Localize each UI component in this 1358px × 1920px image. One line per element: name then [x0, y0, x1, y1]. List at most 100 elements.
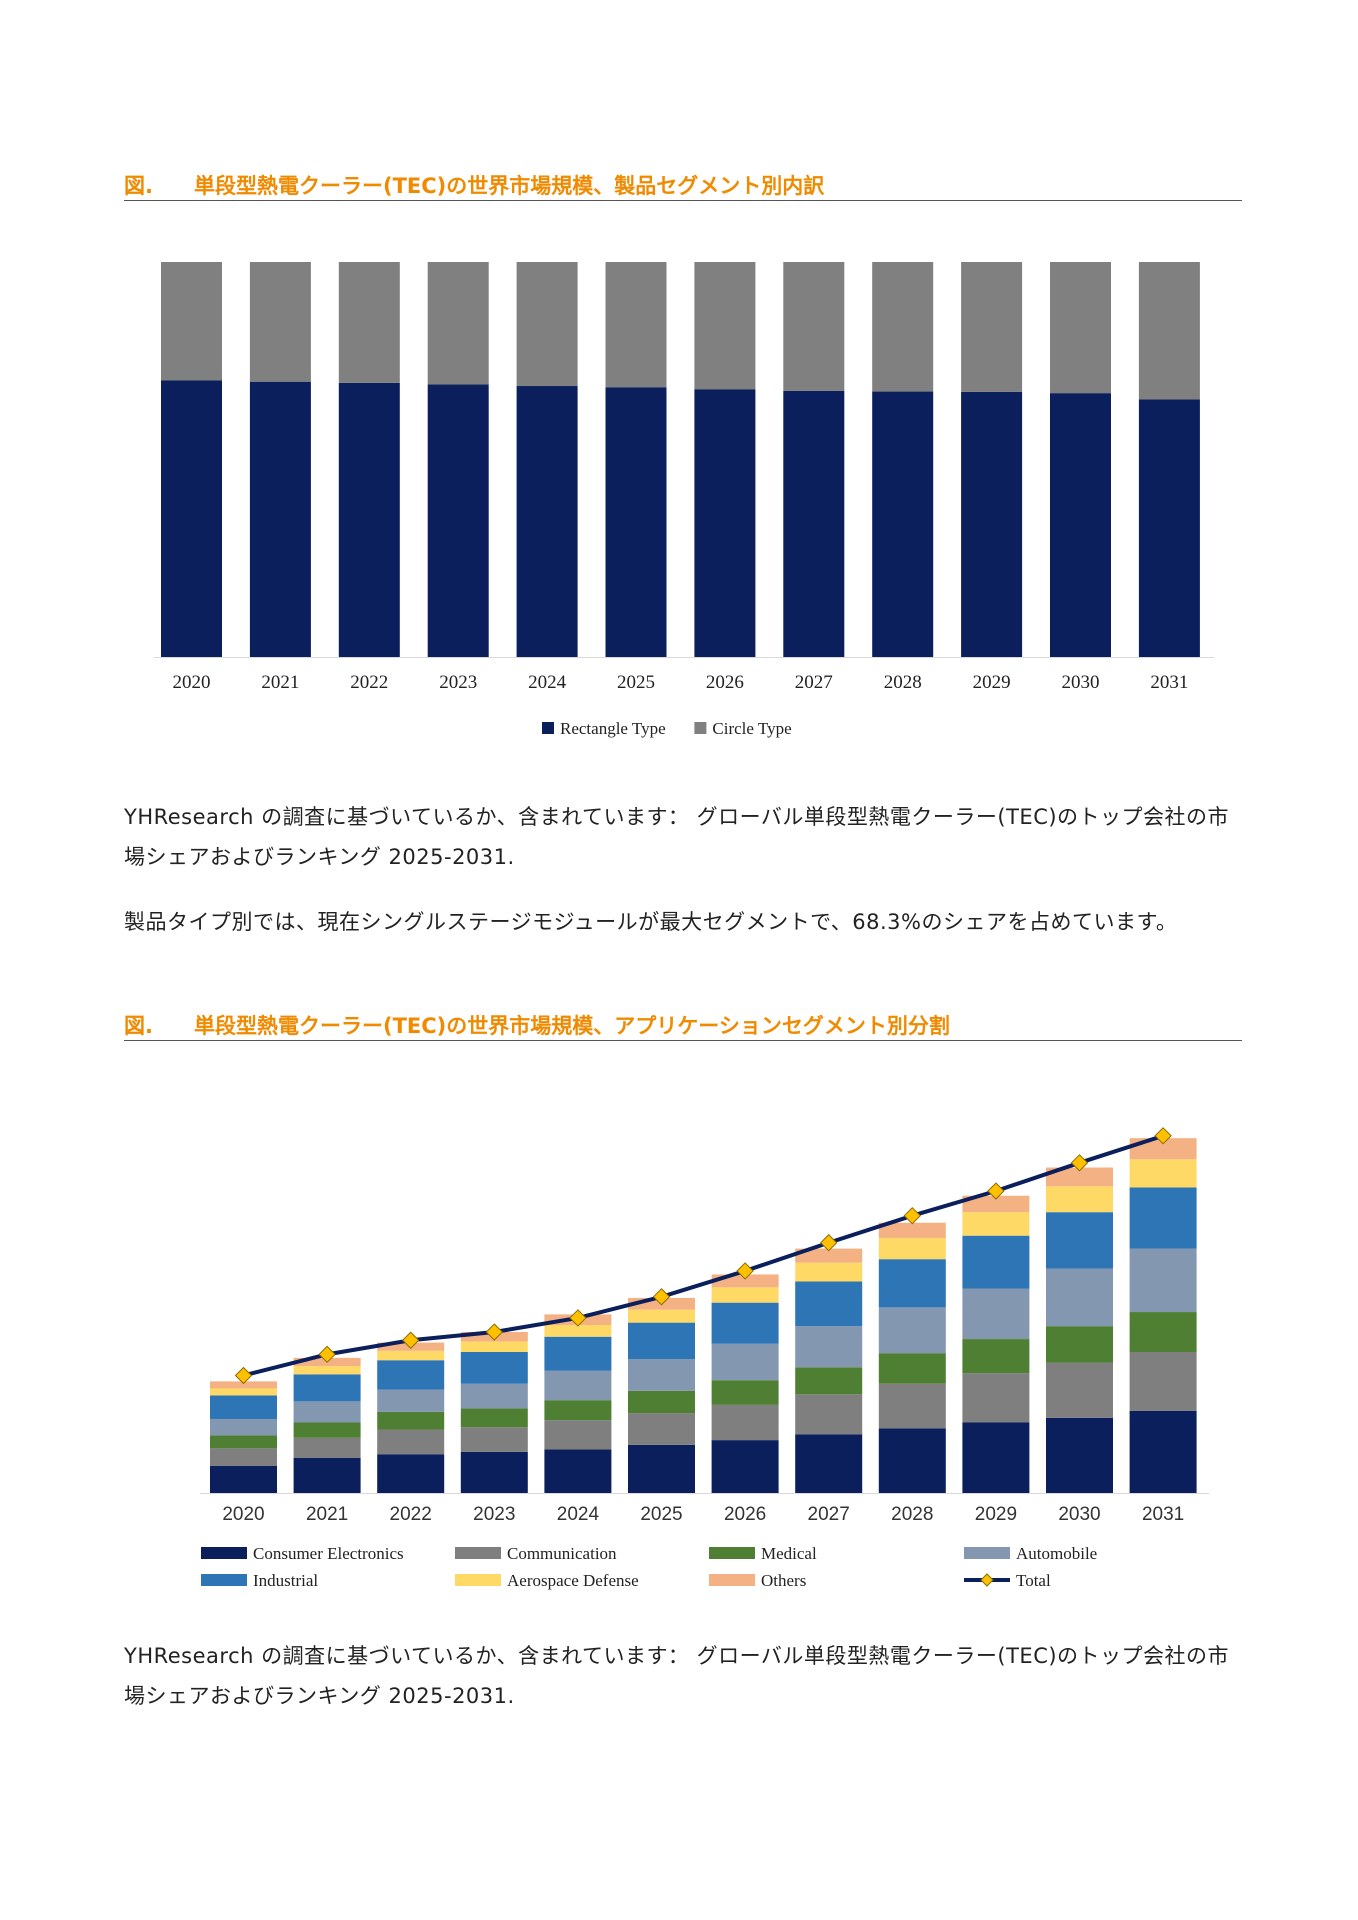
legend-label-communication: Communication: [507, 1544, 617, 1563]
legend-label-industrial: Industrial: [253, 1571, 318, 1590]
bar-aerospace-defense-2030: [1046, 1186, 1113, 1213]
legend-swatch-consumer-electronics: [201, 1547, 247, 1559]
x-tick-label-2024: 2024: [557, 1504, 600, 1525]
bar-rectangle-type-2029: [961, 391, 1023, 657]
bar-rectangle-type-2027: [783, 390, 845, 657]
legend-swatch-aerospace-defense: [455, 1574, 501, 1586]
bar-aerospace-defense-2022: [377, 1350, 445, 1361]
bar-automobile-2027: [795, 1326, 863, 1368]
bar-medical-2031: [1129, 1312, 1197, 1352]
x-tick-label-2030: 2030: [1058, 1504, 1100, 1525]
legend-label-consumer-electronics: Consumer Electronics: [253, 1544, 404, 1563]
bar-industrial-2022: [377, 1360, 445, 1390]
figure2-title-text: 単段型熱電クーラー(TEC)の世界市場規模、アプリケーションセグメント別分割: [194, 1014, 950, 1038]
bar-circle-type-2030: [1050, 262, 1111, 394]
legend-label-automobile: Automobile: [1016, 1544, 1097, 1563]
bar-communication-2028: [878, 1383, 946, 1429]
bar-circle-type-2022: [338, 262, 400, 383]
bar-consumer-electronics-2025: [628, 1444, 695, 1493]
bar-circle-type-2025: [605, 262, 667, 388]
total-marker-2028: [903, 1206, 922, 1225]
figure2-title: 図. 単段型熱電クーラー(TEC)の世界市場規模、アプリケーションセグメント別分…: [124, 1006, 1242, 1041]
bar-medical-2029: [962, 1339, 1030, 1374]
paragraph-source-2: YHResearch の調査に基づいているか、含まれています： グローバル単段型…: [124, 1644, 1230, 1708]
total-marker-2023: [485, 1323, 504, 1341]
bar-consumer-electronics-2029: [962, 1422, 1030, 1493]
x-tick-label-2027: 2027: [795, 672, 833, 693]
x-tick-label-2028: 2028: [884, 672, 922, 693]
bar-industrial-2028: [878, 1259, 946, 1308]
bar-automobile-2030: [1046, 1268, 1113, 1327]
bar-medical-2027: [795, 1367, 863, 1395]
bar-others-2020: [210, 1381, 277, 1389]
x-tick-label-2023: 2023: [473, 1504, 515, 1525]
bar-circle-type-2023: [427, 262, 489, 385]
bar-consumer-electronics-2024: [544, 1449, 612, 1493]
x-tick-label-2021: 2021: [306, 1504, 348, 1525]
x-tick-label-2030: 2030: [1062, 672, 1100, 693]
bar-communication-2026: [711, 1404, 779, 1441]
bar-circle-type-2021: [249, 262, 311, 382]
bar-rectangle-type-2020: [161, 380, 222, 657]
bar-others-2028: [878, 1222, 946, 1239]
bar-communication-2025: [628, 1413, 695, 1445]
bar-others-2031: [1129, 1138, 1197, 1160]
bar-consumer-electronics-2021: [293, 1457, 361, 1493]
bar-rectangle-type-2028: [872, 391, 934, 657]
bar-circle-type-2024: [516, 262, 578, 387]
bar-aerospace-defense-2020: [210, 1388, 277, 1396]
total-marker-2029: [987, 1182, 1005, 1200]
bar-circle-type-2031: [1138, 262, 1200, 400]
bar-communication-2031: [1129, 1352, 1197, 1411]
legend-label-rectangle-type: Rectangle Type: [560, 719, 666, 738]
bar-aerospace-defense-2021: [293, 1366, 361, 1375]
x-tick-label-2031: 2031: [1142, 1504, 1184, 1525]
bar-industrial-2025: [628, 1322, 695, 1360]
bar-automobile-2026: [711, 1343, 779, 1381]
bar-others-2030: [1046, 1167, 1113, 1187]
bar-automobile-2024: [544, 1370, 612, 1401]
bar-medical-2020: [210, 1435, 277, 1449]
bar-rectangle-type-2025: [605, 387, 667, 657]
bar-consumer-electronics-2031: [1129, 1410, 1197, 1493]
bar-medical-2026: [711, 1380, 779, 1405]
bar-consumer-electronics-2022: [377, 1454, 445, 1493]
total-marker-2020: [234, 1366, 253, 1385]
x-tick-label-2020: 2020: [222, 1504, 264, 1525]
paragraph-source-1: YHResearch の調査に基づいているか、含まれています： グローバル単段型…: [124, 805, 1230, 869]
legend-swatch-circle-type: [694, 722, 707, 734]
x-tick-label-2029: 2029: [975, 1504, 1017, 1525]
bar-automobile-2031: [1129, 1248, 1197, 1313]
legend-swatch-rectangle-type: [542, 722, 554, 734]
figure1-label: 図.: [124, 174, 153, 198]
bar-aerospace-defense-2031: [1129, 1159, 1197, 1188]
bar-circle-type-2028: [872, 262, 934, 392]
bar-industrial-2029: [962, 1235, 1030, 1289]
bar-industrial-2024: [544, 1336, 612, 1371]
bar-rectangle-type-2031: [1138, 399, 1200, 657]
bar-communication-2020: [210, 1448, 277, 1466]
x-tick-label-2025: 2025: [640, 1504, 682, 1525]
legend-label-total: Total: [1016, 1571, 1051, 1590]
bar-aerospace-defense-2029: [962, 1212, 1030, 1236]
bar-automobile-2029: [962, 1288, 1030, 1340]
bar-circle-type-2027: [783, 262, 845, 391]
legend-swatch-automobile: [964, 1547, 1010, 1559]
bar-medical-2028: [878, 1353, 946, 1384]
x-tick-label-2024: 2024: [528, 672, 567, 693]
bar-automobile-2023: [460, 1383, 528, 1409]
legend-label-circle-type: Circle Type: [712, 719, 791, 738]
bar-communication-2021: [293, 1437, 361, 1458]
legend-swatch-industrial: [201, 1574, 247, 1586]
bar-circle-type-2029: [961, 262, 1023, 392]
x-tick-label-2022: 2022: [390, 1504, 432, 1525]
x-tick-label-2020: 2020: [173, 672, 211, 693]
bar-industrial-2020: [210, 1395, 277, 1419]
bar-consumer-electronics-2028: [878, 1428, 946, 1493]
bar-automobile-2021: [293, 1401, 361, 1423]
total-marker-2031: [1154, 1127, 1172, 1145]
x-tick-label-2028: 2028: [891, 1504, 933, 1525]
bar-aerospace-defense-2026: [711, 1287, 779, 1303]
bar-consumer-electronics-2026: [711, 1440, 779, 1493]
bar-rectangle-type-2030: [1050, 393, 1111, 657]
